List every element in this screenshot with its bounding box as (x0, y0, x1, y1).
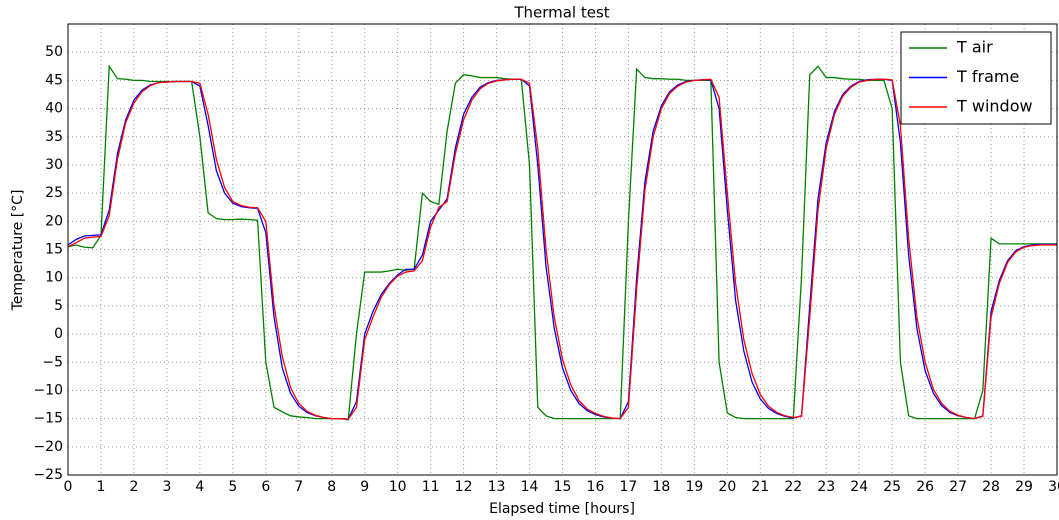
y-tick-label: 20 (45, 213, 63, 229)
x-tick-label: 1 (97, 479, 106, 495)
x-tick-label: 18 (652, 479, 670, 495)
x-tick-label: 16 (587, 479, 605, 495)
y-tick-label: 25 (45, 185, 63, 201)
x-tick-label: 5 (228, 479, 237, 495)
legend-label: T window (956, 97, 1033, 116)
x-tick-label: 0 (64, 479, 73, 495)
x-tick-label: 27 (949, 479, 967, 495)
x-tick-label: 3 (162, 479, 171, 495)
x-tick-label: 28 (982, 479, 1000, 495)
y-tick-label: −15 (33, 411, 63, 427)
series-line (67, 78, 1057, 420)
y-tick-label: 40 (45, 101, 63, 117)
x-tick-label: 24 (850, 479, 868, 495)
x-tick-label: 17 (620, 479, 638, 495)
x-tick-label: 13 (488, 479, 506, 495)
series-line (67, 64, 1057, 421)
y-tick-label: −10 (33, 382, 63, 398)
x-tick-label: 29 (1015, 479, 1033, 495)
y-tick-label: −20 (33, 439, 63, 455)
x-tick-label: 20 (718, 479, 736, 495)
legend-label: T air (956, 38, 993, 57)
y-tick-label: 10 (45, 270, 63, 286)
y-tick-label: −25 (33, 467, 63, 483)
x-tick-label: 10 (389, 479, 407, 495)
x-tick-label: 21 (751, 479, 769, 495)
x-tick-label: 23 (817, 479, 835, 495)
chart-title: Thermal test (513, 4, 609, 22)
x-tick-label: 26 (916, 479, 934, 495)
x-tick-label: 15 (554, 479, 572, 495)
x-tick-label: 30 (1048, 479, 1059, 495)
y-axis-label: Temperature [°C] (10, 190, 26, 312)
y-tick-label: −5 (42, 354, 63, 370)
y-tick-label: 50 (45, 44, 63, 60)
x-tick-label: 2 (129, 479, 138, 495)
x-tick-label: 6 (261, 479, 270, 495)
x-tick-label: 19 (685, 479, 703, 495)
x-tick-label: 11 (422, 479, 440, 495)
x-tick-label: 14 (521, 479, 539, 495)
legend-label: T frame (956, 67, 1019, 86)
y-tick-label: 45 (45, 72, 63, 88)
y-tick-label: 0 (54, 326, 63, 342)
x-tick-label: 8 (327, 479, 336, 495)
x-tick-label: 25 (883, 479, 901, 495)
y-tick-label: 5 (54, 298, 63, 314)
y-tick-label: 30 (45, 157, 63, 173)
x-tick-label: 4 (195, 479, 204, 495)
x-tick-label: 22 (784, 479, 802, 495)
y-tick-label: 15 (45, 242, 63, 258)
plot-frame (67, 23, 1058, 476)
y-tick-label: 35 (45, 129, 63, 145)
x-tick-label: 9 (360, 479, 369, 495)
x-axis-label: Elapsed time [hours] (489, 501, 635, 517)
x-tick-label: 12 (455, 479, 473, 495)
x-tick-label: 7 (294, 479, 303, 495)
